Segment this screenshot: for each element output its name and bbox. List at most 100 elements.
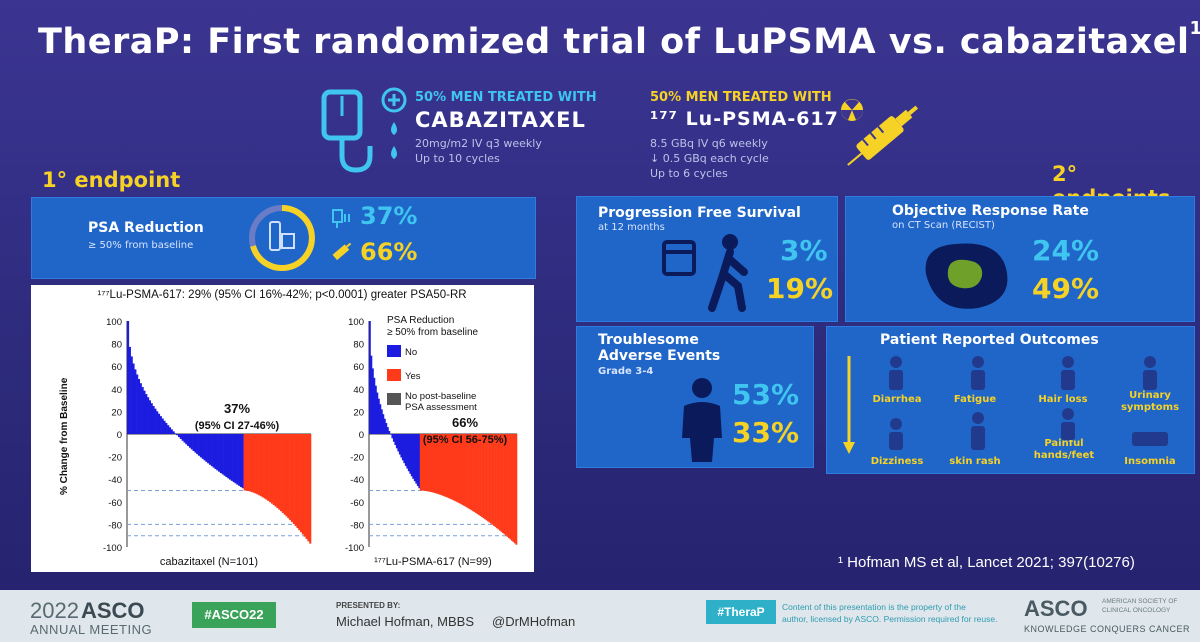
waterfall-title: ¹⁷⁷Lu-PSMA-617: 29% (95% CI 16%-42%; p<0…	[97, 289, 466, 301]
waterfall-bar	[446, 434, 449, 498]
waterfall-bar	[225, 434, 228, 478]
lupsma-cycles: Up to 6 cycles	[650, 167, 728, 180]
waterfall-bar	[230, 434, 233, 481]
waterfall-bar	[415, 434, 418, 484]
y-tick-label-0-1: 80	[111, 340, 122, 351]
waterfall-bar	[159, 416, 162, 434]
waterfall-bar	[238, 434, 241, 486]
waterfall-bar	[433, 434, 436, 493]
waterfall-bar	[455, 434, 458, 502]
waterfall-bar	[383, 418, 386, 434]
waterfall-bar	[290, 434, 294, 523]
waterfall-bar	[261, 434, 264, 498]
waterfall-chart: ¹⁷⁷Lu-PSMA-617: 29% (95% CI 16%-42%; p<0…	[31, 285, 534, 572]
y-tick-label-1-8: -60	[350, 498, 364, 509]
annotation-ci-1: (95% CI 56-75%)	[423, 434, 508, 446]
waterfall-bar	[132, 363, 135, 434]
y-tick-label-1-9: -80	[350, 520, 364, 531]
waterfall-bar	[141, 387, 144, 434]
waterfall-bar	[418, 434, 421, 489]
waterfall-bar	[214, 434, 217, 469]
waterfall-bar	[167, 425, 170, 434]
x-label-0: cabazitaxel (N=101)	[160, 556, 258, 568]
syringe-small-icon	[332, 242, 352, 261]
waterfall-bar	[421, 434, 424, 491]
orr-title: Objective Response Rate	[892, 203, 1089, 219]
pro-item-skin-rash: skin rash	[949, 456, 1001, 467]
pfs-subtitle: at 12 months	[598, 222, 665, 233]
y-tick-label-0-8: -60	[108, 498, 122, 509]
waterfall-bar	[400, 434, 403, 458]
y-tick-label-0-5: 0	[117, 430, 122, 441]
asco-full-name-1: AMERICAN SOCIETY OF	[1102, 598, 1178, 605]
psa-ring-icon	[249, 205, 315, 271]
waterfall-bar	[392, 434, 395, 442]
waterfall-bar	[136, 374, 139, 434]
pfs-lupsma-value: 19%	[766, 272, 834, 305]
y-tick-label-1-3: 40	[353, 385, 364, 396]
waterfall-bar	[241, 434, 244, 489]
waterfall-bar	[298, 434, 301, 531]
lupsma-dose: 8.5 GBq IV q6 weekly	[650, 137, 768, 150]
waterfall-bar	[196, 434, 199, 455]
psa-title: PSA Reduction	[88, 220, 204, 236]
waterfall-bar	[397, 434, 400, 452]
waterfall-bar	[511, 434, 513, 541]
waterfall-bar	[289, 434, 292, 521]
waterfall-bar	[210, 434, 213, 467]
waterfall-bar	[448, 434, 451, 499]
waterfall-bar	[473, 434, 476, 513]
waterfall-bar	[274, 434, 277, 507]
waterfall-bar	[430, 434, 433, 493]
legend-swatch-1	[387, 369, 401, 381]
waterfall-bar	[394, 434, 397, 446]
waterfall-bar	[227, 434, 230, 479]
waterfall-bar	[234, 434, 237, 484]
waterfall-bar	[454, 434, 457, 502]
waterfall-bar	[464, 434, 467, 507]
waterfall-bar	[176, 434, 179, 436]
y-tick-label-0-9: -80	[108, 520, 122, 531]
waterfall-bar	[148, 400, 151, 434]
waterfall-bar	[416, 434, 419, 486]
waterfall-bar	[460, 434, 462, 505]
waterfall-bar	[219, 434, 223, 474]
waterfall-bar	[485, 434, 488, 521]
pro-panel	[826, 326, 1195, 474]
waterfall-bar	[127, 321, 130, 434]
waterfall-bar	[170, 429, 173, 434]
waterfall-bar	[424, 434, 427, 491]
waterfall-bar	[470, 434, 473, 511]
waterfall-bar	[143, 390, 146, 434]
waterfall-bar	[503, 434, 506, 535]
waterfall-bar	[443, 434, 446, 497]
waterfall-bar	[379, 404, 382, 434]
waterfall-bar	[380, 409, 383, 434]
waterfall-bar	[236, 434, 239, 485]
legend-label-2-b: PSA assessment	[405, 402, 477, 413]
pro-person-icons	[889, 356, 1168, 450]
waterfall-bar	[156, 411, 159, 434]
pro-item-hair-loss: Hair loss	[1038, 394, 1088, 405]
waterfall-bar	[488, 434, 491, 523]
waterfall-bar	[479, 434, 482, 517]
waterfall-bar	[487, 434, 489, 522]
waterfall-bar	[428, 434, 431, 492]
waterfall-bar	[442, 434, 445, 496]
waterfall-bar	[172, 431, 175, 434]
psa-subtitle: ≥ 50% from baseline	[88, 240, 194, 251]
waterfall-bar	[440, 434, 443, 496]
waterfall-bar	[188, 434, 192, 448]
waterfall-bar	[258, 434, 261, 496]
waterfall-bar	[431, 434, 434, 493]
waterfall-bar	[174, 433, 177, 434]
down-arrow-icon	[843, 356, 855, 454]
y-tick-label-0-3: 40	[111, 385, 122, 396]
waterfall-bar	[449, 434, 452, 499]
waterfall-bar	[207, 434, 210, 464]
y-tick-label-0-0: 100	[106, 317, 122, 328]
pfs-title: Progression Free Survival	[598, 205, 801, 221]
waterfall-bar	[281, 434, 284, 513]
waterfall-bar	[137, 379, 141, 434]
waterfall-bar	[499, 434, 501, 531]
